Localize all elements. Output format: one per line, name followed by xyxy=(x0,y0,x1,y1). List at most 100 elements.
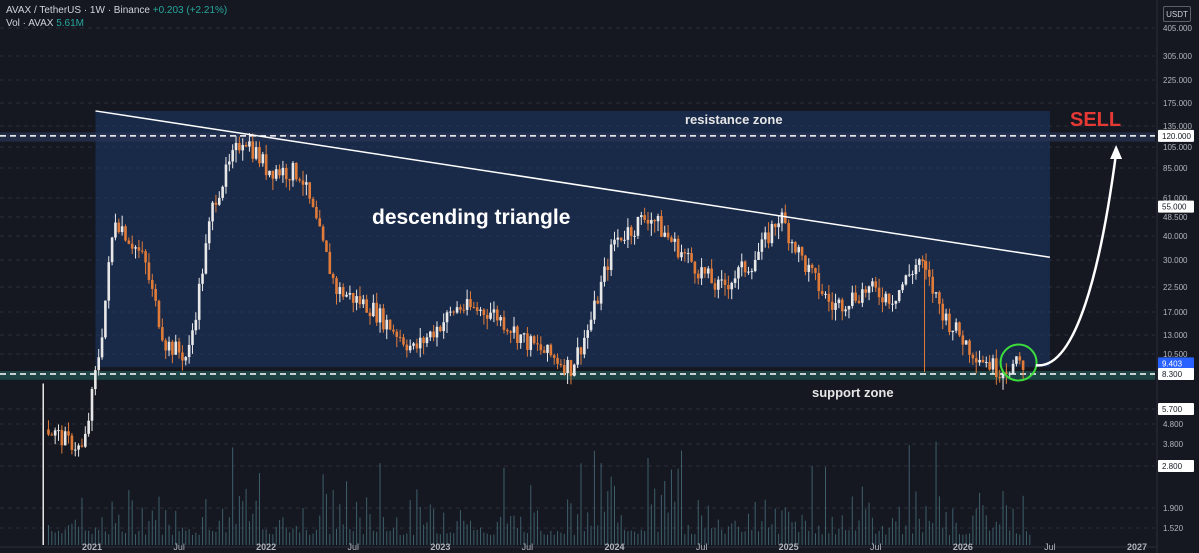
candle-body xyxy=(837,299,841,304)
candle-body xyxy=(877,287,881,298)
x-tick-label: 2027 xyxy=(1127,542,1147,552)
candle-body xyxy=(636,216,640,236)
candle-body xyxy=(623,239,626,241)
y-tick-label: 61.000 xyxy=(1163,194,1188,203)
candle-body xyxy=(271,170,275,179)
candle-body xyxy=(948,313,951,333)
candle-body xyxy=(917,259,921,265)
x-tick-label: 2024 xyxy=(604,542,624,552)
candle-body xyxy=(512,326,516,333)
price-badge xyxy=(1158,200,1194,213)
candle-body xyxy=(656,215,660,222)
price-badge xyxy=(1158,460,1194,472)
currency-badge[interactable]: USDT xyxy=(1163,6,1191,22)
candle-body xyxy=(907,274,911,276)
candle-body xyxy=(676,238,680,258)
candle-body xyxy=(964,340,968,345)
candle-body xyxy=(784,212,787,224)
y-tick-label: 305.000 xyxy=(1163,52,1192,61)
candle-body xyxy=(901,284,904,291)
price-badge-label: 8.300 xyxy=(1162,370,1183,379)
triangle-zone xyxy=(95,110,1050,368)
candle-body xyxy=(991,358,995,370)
candle-body xyxy=(184,357,188,361)
candle-body xyxy=(422,337,425,344)
price-badge-label: 2.800 xyxy=(1162,462,1183,471)
candle-body xyxy=(542,350,546,353)
candle-body xyxy=(388,319,392,330)
candle-body xyxy=(954,322,958,331)
candle-body xyxy=(402,337,405,345)
candle-body xyxy=(1008,373,1012,375)
candle-body xyxy=(345,294,348,297)
candle-body xyxy=(506,329,509,332)
candle-body xyxy=(599,281,603,304)
candle-body xyxy=(90,389,94,421)
y-tick-label: 175.000 xyxy=(1163,99,1192,108)
candle-body xyxy=(988,361,991,370)
candle-body xyxy=(207,221,211,244)
candle-body xyxy=(398,336,402,338)
candle-body xyxy=(613,239,616,245)
candle-body xyxy=(633,235,636,237)
candle-body xyxy=(921,259,924,262)
y-tick-label: 405.000 xyxy=(1163,24,1192,33)
candle-body xyxy=(824,293,827,295)
candle-body xyxy=(740,261,744,268)
candle-body xyxy=(974,358,978,363)
x-tick-label: Jul xyxy=(870,542,882,552)
candle-body xyxy=(248,141,251,147)
candle-body xyxy=(110,237,114,263)
candle-body xyxy=(84,433,87,447)
candle-body xyxy=(224,164,228,187)
y-tick-label: 1.520 xyxy=(1163,524,1184,533)
candle-body xyxy=(830,301,834,310)
y-tick-label: 1.900 xyxy=(1163,504,1184,513)
symbol-info: AVAX / TetherUS · 1W · Binance xyxy=(6,5,150,16)
candle-body xyxy=(509,331,512,333)
candle-body xyxy=(583,337,586,355)
candle-body xyxy=(529,336,533,350)
candle-body xyxy=(479,309,482,311)
candle-body xyxy=(114,222,117,238)
candle-body xyxy=(971,354,975,359)
candle-body xyxy=(944,313,948,321)
candle-body xyxy=(174,341,178,355)
candle-body xyxy=(559,363,563,366)
candle-body xyxy=(412,343,415,346)
candle-body xyxy=(130,243,134,249)
x-tick-label: Jul xyxy=(522,542,534,552)
candle-body xyxy=(576,347,579,365)
candle-body xyxy=(485,314,489,319)
x-tick-label: Jul xyxy=(347,542,359,552)
candle-body xyxy=(787,223,790,244)
candle-body xyxy=(693,261,697,274)
candle-body xyxy=(660,215,663,237)
candle-body xyxy=(482,309,486,315)
candle-body xyxy=(867,286,871,293)
candle-body xyxy=(284,167,288,180)
candle-body xyxy=(94,370,97,390)
candle-body xyxy=(978,359,981,363)
candle-body xyxy=(348,292,352,295)
y-tick-label: 30.000 xyxy=(1163,256,1188,265)
price-badge-label: 5.700 xyxy=(1162,405,1183,414)
candle-body xyxy=(181,352,184,361)
candle-body xyxy=(807,264,811,272)
candle-body xyxy=(680,252,683,258)
candle-body xyxy=(191,330,194,345)
candle-body xyxy=(459,307,462,310)
candle-body xyxy=(666,232,670,238)
candle-body xyxy=(810,264,814,269)
arrow-head xyxy=(1110,145,1123,159)
candle-body xyxy=(315,206,318,219)
candle-body xyxy=(934,292,938,294)
x-tick-label: 2026 xyxy=(953,542,973,552)
candle-body xyxy=(609,244,613,271)
candle-body xyxy=(238,142,241,151)
candle-body xyxy=(278,169,281,176)
candle-body xyxy=(777,223,780,228)
candle-body xyxy=(305,182,308,185)
x-tick-label: Jul xyxy=(696,542,708,552)
